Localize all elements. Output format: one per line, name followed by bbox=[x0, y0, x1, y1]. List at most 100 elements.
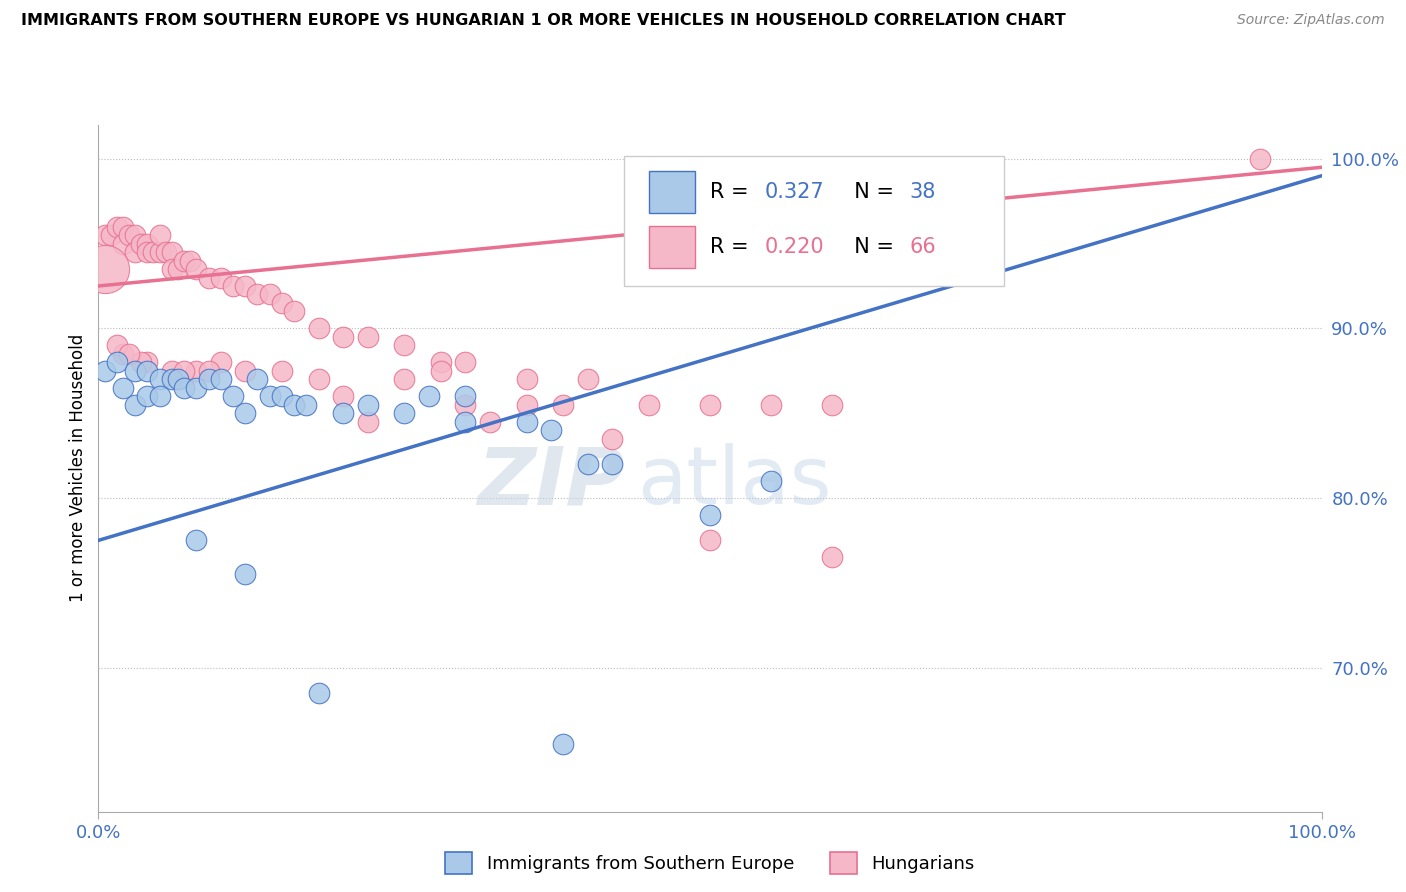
Point bbox=[478, 415, 501, 429]
Point bbox=[222, 279, 245, 293]
Point bbox=[576, 457, 599, 471]
FancyBboxPatch shape bbox=[624, 156, 1004, 286]
Point bbox=[173, 253, 195, 268]
Point bbox=[430, 364, 453, 378]
Point bbox=[136, 355, 159, 369]
Point bbox=[308, 372, 330, 386]
Point bbox=[821, 550, 844, 565]
Point bbox=[186, 364, 208, 378]
Point bbox=[308, 686, 330, 700]
Point bbox=[111, 236, 134, 251]
Point bbox=[186, 533, 208, 548]
Point bbox=[637, 398, 661, 412]
Point bbox=[761, 398, 783, 412]
Point bbox=[356, 398, 378, 412]
Point bbox=[186, 381, 208, 395]
Point bbox=[515, 398, 537, 412]
Point bbox=[553, 398, 575, 412]
Point bbox=[111, 381, 134, 395]
Point bbox=[160, 262, 183, 277]
Point bbox=[136, 245, 159, 260]
Point bbox=[136, 389, 159, 403]
Point bbox=[209, 355, 232, 369]
Point bbox=[179, 253, 201, 268]
Point bbox=[93, 364, 115, 378]
Point bbox=[454, 415, 477, 429]
Point bbox=[418, 389, 440, 403]
Point bbox=[454, 389, 477, 403]
Point bbox=[197, 364, 219, 378]
Point bbox=[576, 372, 599, 386]
FancyBboxPatch shape bbox=[648, 171, 696, 213]
Text: ZIP: ZIP bbox=[477, 443, 624, 521]
Point bbox=[283, 304, 305, 318]
Point bbox=[129, 236, 152, 251]
Point bbox=[167, 372, 190, 386]
Text: atlas: atlas bbox=[637, 443, 831, 521]
Point bbox=[197, 372, 219, 386]
Text: IMMIGRANTS FROM SOUTHERN EUROPE VS HUNGARIAN 1 OR MORE VEHICLES IN HOUSEHOLD COR: IMMIGRANTS FROM SOUTHERN EUROPE VS HUNGA… bbox=[21, 13, 1066, 29]
Point bbox=[149, 372, 172, 386]
Point bbox=[553, 737, 575, 751]
Text: R =: R = bbox=[710, 182, 755, 202]
Point bbox=[136, 236, 159, 251]
Point bbox=[600, 457, 623, 471]
Point bbox=[93, 228, 115, 243]
Point bbox=[233, 279, 256, 293]
Point bbox=[233, 364, 256, 378]
Point bbox=[233, 567, 256, 582]
Point bbox=[332, 406, 354, 420]
Legend: Immigrants from Southern Europe, Hungarians: Immigrants from Southern Europe, Hungari… bbox=[437, 846, 983, 881]
Text: N =: N = bbox=[841, 237, 900, 257]
Point bbox=[356, 415, 378, 429]
Point bbox=[392, 406, 416, 420]
Point bbox=[392, 338, 416, 352]
Point bbox=[246, 372, 269, 386]
Point bbox=[308, 321, 330, 335]
Point bbox=[332, 330, 354, 344]
Point bbox=[100, 228, 122, 243]
Point bbox=[821, 398, 844, 412]
Point bbox=[222, 389, 245, 403]
Point bbox=[129, 355, 152, 369]
Point bbox=[111, 347, 134, 361]
Point bbox=[540, 423, 562, 437]
Point bbox=[124, 398, 146, 412]
Point bbox=[124, 364, 146, 378]
Point bbox=[454, 355, 477, 369]
Point bbox=[111, 219, 134, 234]
Point bbox=[761, 474, 783, 488]
Point bbox=[699, 508, 721, 522]
Point bbox=[270, 364, 294, 378]
Text: Source: ZipAtlas.com: Source: ZipAtlas.com bbox=[1237, 13, 1385, 28]
Point bbox=[332, 389, 354, 403]
Point bbox=[155, 245, 177, 260]
Point bbox=[259, 389, 281, 403]
Point bbox=[515, 415, 537, 429]
Point bbox=[160, 372, 183, 386]
Point bbox=[186, 262, 208, 277]
Point bbox=[699, 533, 721, 548]
Point bbox=[118, 228, 141, 243]
Point bbox=[197, 270, 219, 285]
Point bbox=[209, 372, 232, 386]
Point bbox=[246, 287, 269, 301]
Point bbox=[173, 381, 195, 395]
Point bbox=[105, 355, 128, 369]
Point bbox=[118, 347, 141, 361]
Point bbox=[515, 372, 537, 386]
Point bbox=[699, 398, 721, 412]
Point bbox=[270, 296, 294, 310]
Point bbox=[600, 432, 623, 446]
Y-axis label: 1 or more Vehicles in Household: 1 or more Vehicles in Household bbox=[69, 334, 87, 602]
Point bbox=[430, 355, 453, 369]
Point bbox=[160, 245, 183, 260]
Point bbox=[454, 398, 477, 412]
Point bbox=[124, 245, 146, 260]
Point bbox=[136, 364, 159, 378]
Point bbox=[149, 228, 172, 243]
FancyBboxPatch shape bbox=[648, 226, 696, 268]
Point bbox=[209, 270, 232, 285]
Point bbox=[160, 364, 183, 378]
Point bbox=[124, 228, 146, 243]
